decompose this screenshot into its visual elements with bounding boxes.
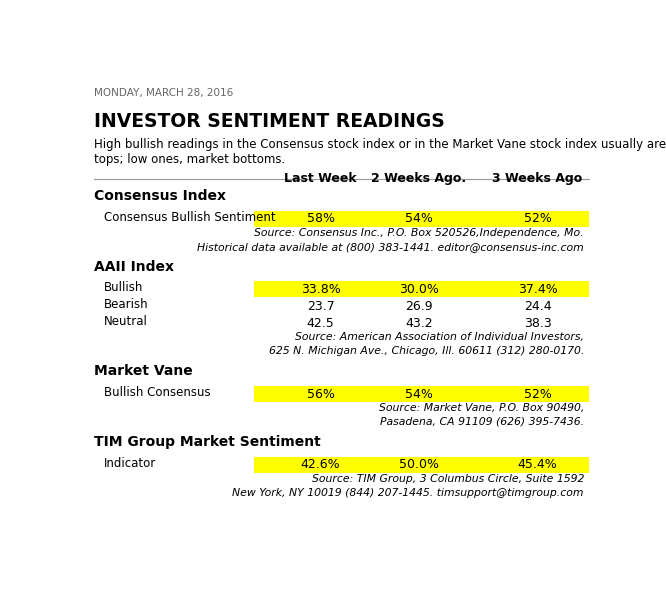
Text: New York, NY 10019 (844) 207-1445. timsupport@timgroup.com: New York, NY 10019 (844) 207-1445. timsu… <box>232 488 584 498</box>
Text: Consensus Index: Consensus Index <box>93 189 226 203</box>
Text: AAII Index: AAII Index <box>93 259 174 274</box>
Text: 24.4: 24.4 <box>523 300 551 313</box>
Text: Bullish: Bullish <box>104 282 143 294</box>
Text: 54%: 54% <box>405 388 433 401</box>
Text: 42.6%: 42.6% <box>301 458 340 471</box>
Text: Indicator: Indicator <box>104 457 156 469</box>
Text: 625 N. Michigan Ave., Chicago, Ill. 60611 (312) 280-0170.: 625 N. Michigan Ave., Chicago, Ill. 6061… <box>268 346 584 356</box>
Text: High bullish readings in the Consensus stock index or in the Market Vane stock i: High bullish readings in the Consensus s… <box>93 138 666 166</box>
Text: 30.0%: 30.0% <box>399 283 439 296</box>
Text: Source: TIM Group, 3 Columbus Circle, Suite 1592: Source: TIM Group, 3 Columbus Circle, Su… <box>312 474 584 483</box>
FancyBboxPatch shape <box>254 211 589 226</box>
Text: 50.0%: 50.0% <box>399 458 439 471</box>
Text: 33.8%: 33.8% <box>301 283 340 296</box>
Text: 2 Weeks Ago.: 2 Weeks Ago. <box>371 172 466 185</box>
Text: 52%: 52% <box>523 212 551 225</box>
Text: Bullish Consensus: Bullish Consensus <box>104 386 210 399</box>
Text: 37.4%: 37.4% <box>517 283 557 296</box>
Text: Source: American Association of Individual Investors,: Source: American Association of Individu… <box>295 332 584 342</box>
Text: Source: Consensus Inc., P.O. Box 520526,Independence, Mo.: Source: Consensus Inc., P.O. Box 520526,… <box>254 228 584 237</box>
Text: 3 Weeks Ago: 3 Weeks Ago <box>492 172 583 185</box>
FancyBboxPatch shape <box>254 457 589 472</box>
Text: 38.3: 38.3 <box>523 317 551 330</box>
FancyBboxPatch shape <box>254 282 589 297</box>
Text: Historical data available at (800) 383-1441. editor@consensus-inc.com: Historical data available at (800) 383-1… <box>197 242 584 252</box>
Text: TIM Group Market Sentiment: TIM Group Market Sentiment <box>93 435 320 449</box>
Text: Neutral: Neutral <box>104 315 148 328</box>
Text: 42.5: 42.5 <box>307 317 334 330</box>
Text: MONDAY, MARCH 28, 2016: MONDAY, MARCH 28, 2016 <box>93 88 233 97</box>
Text: 26.9: 26.9 <box>405 300 432 313</box>
Text: 58%: 58% <box>306 212 335 225</box>
Text: 45.4%: 45.4% <box>517 458 557 471</box>
Text: Pasadena, CA 91109 (626) 395-7436.: Pasadena, CA 91109 (626) 395-7436. <box>380 417 584 427</box>
Text: 52%: 52% <box>523 388 551 401</box>
Text: Market Vane: Market Vane <box>93 364 192 378</box>
Text: Source: Market Vane, P.O. Box 90490,: Source: Market Vane, P.O. Box 90490, <box>378 403 584 413</box>
Text: 54%: 54% <box>405 212 433 225</box>
Text: Bearish: Bearish <box>104 298 149 312</box>
Text: Consensus Bullish Sentiment: Consensus Bullish Sentiment <box>104 211 276 223</box>
Text: Last Week: Last Week <box>284 172 357 185</box>
FancyBboxPatch shape <box>254 386 589 402</box>
Text: 23.7: 23.7 <box>307 300 334 313</box>
Text: INVESTOR SENTIMENT READINGS: INVESTOR SENTIMENT READINGS <box>93 112 444 131</box>
Text: 43.2: 43.2 <box>405 317 432 330</box>
Text: 56%: 56% <box>307 388 334 401</box>
